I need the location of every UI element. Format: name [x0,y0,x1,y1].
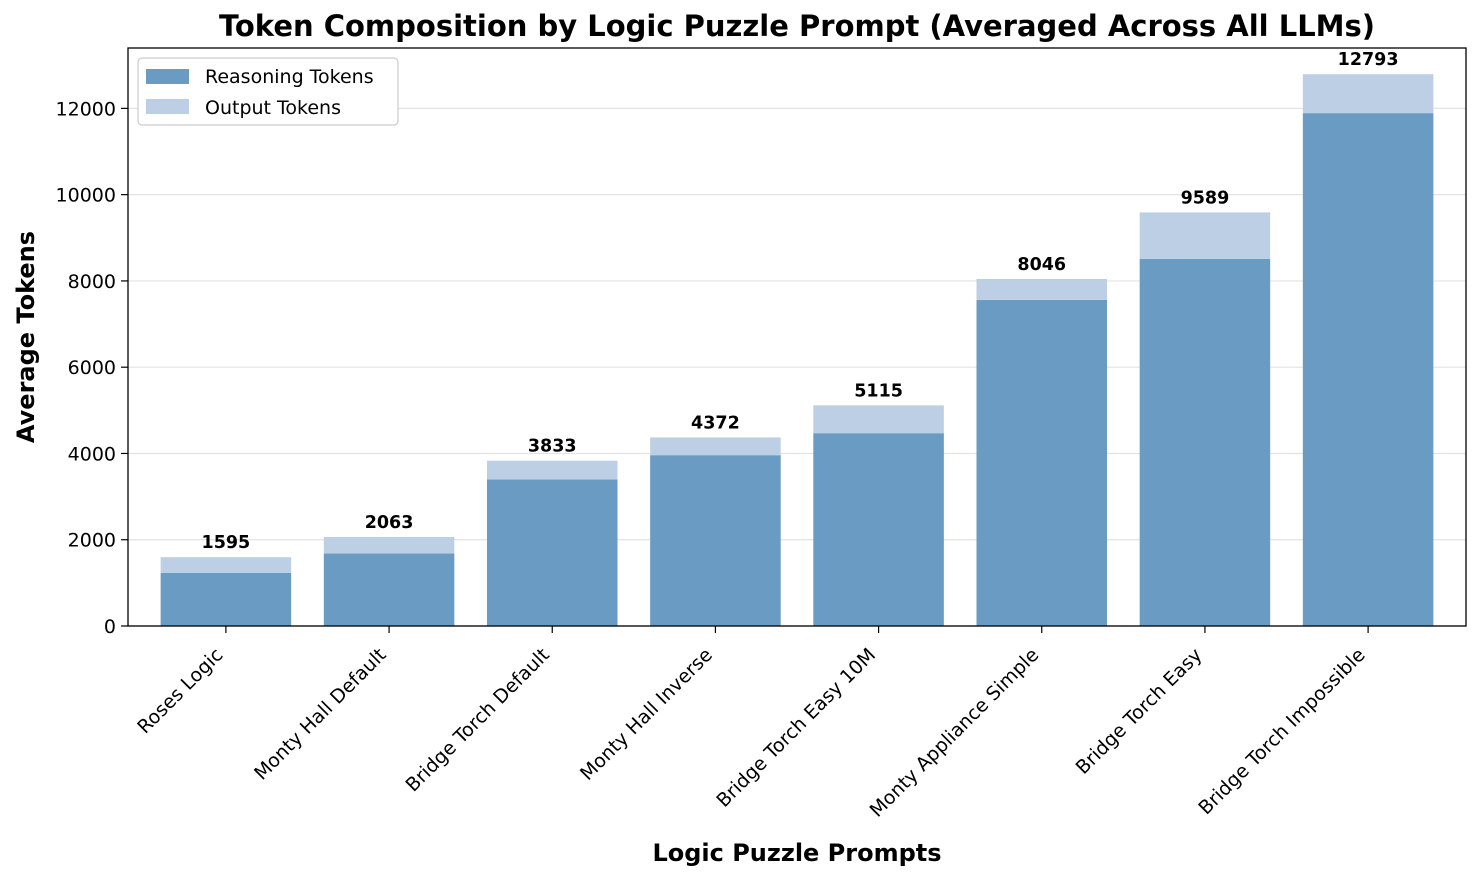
bar-output-tokens-bridge-torch-easy [1139,212,1271,259]
bar-output-tokens-monty-hall-default [323,537,455,554]
bar-reasoning-tokens-monty-hall-inverse [650,455,781,626]
bar-reasoning-tokens-monty-appliance-simple [976,299,1108,626]
y-axis: 0 2000 4000 6000 8000 10000 12000 [56,98,128,638]
chart-title: Token Composition by Logic Puzzle Prompt… [219,9,1375,43]
total-label-bridge-torch-easy-10m: 5115 [854,381,903,401]
total-label-bridge-torch-default: 3833 [528,437,577,457]
bar-output-tokens-bridge-torch-default [486,460,618,480]
bar-reasoning-tokens-bridge-torch-default [486,479,618,626]
legend-swatch-reasoning [146,69,189,84]
legend-label-reasoning: Reasoning Tokens [205,66,374,88]
bar-output-tokens-roses-logic [160,557,292,573]
bar-reasoning-tokens-roses-logic [160,572,292,626]
y-tick-label-0: 0 [104,616,116,638]
data-labels: 1595 2063 3833 4372 5115 8046 9589 12793 [202,50,1399,553]
bar-reasoning-tokens-bridge-torch-easy [1139,258,1271,626]
total-label-roses-logic: 1595 [202,533,251,553]
bar-reasoning-tokens-bridge-torch-impossible [1302,113,1434,627]
total-label-bridge-torch-impossible: 12793 [1338,50,1399,70]
legend-swatch-output [146,99,189,114]
y-tick-label-10000: 10000 [56,185,116,207]
legend-label-output: Output Tokens [205,97,341,119]
total-label-monty-hall-default: 2063 [365,513,414,533]
total-label-bridge-torch-easy: 9589 [1181,188,1230,208]
plot-frame [127,47,1467,627]
y-tick-label-12000: 12000 [56,98,116,120]
legend-frame [137,57,399,126]
y-tick-label-8000: 8000 [68,271,116,293]
bar-output-tokens-monty-hall-inverse [650,437,781,456]
bar-output-tokens-bridge-torch-easy-10m [813,405,944,434]
total-label-monty-hall-inverse: 4372 [691,413,740,433]
legend: Reasoning Tokens Output Tokens [137,57,399,126]
y-tick-label-4000: 4000 [68,443,116,465]
bars [160,74,1434,627]
bar-output-tokens-bridge-torch-impossible [1302,74,1434,114]
bar-reasoning-tokens-bridge-torch-easy-10m [813,433,944,626]
x-axis-title: Logic Puzzle Prompts [652,839,941,867]
y-tick-label-6000: 6000 [68,357,116,379]
y-tick-label-2000: 2000 [68,530,116,552]
total-label-monty-appliance-simple: 8046 [1017,255,1066,275]
bar-output-tokens-monty-appliance-simple [976,278,1108,300]
y-axis-title: Average Tokens [12,231,40,443]
bar-reasoning-tokens-monty-hall-default [323,553,455,626]
